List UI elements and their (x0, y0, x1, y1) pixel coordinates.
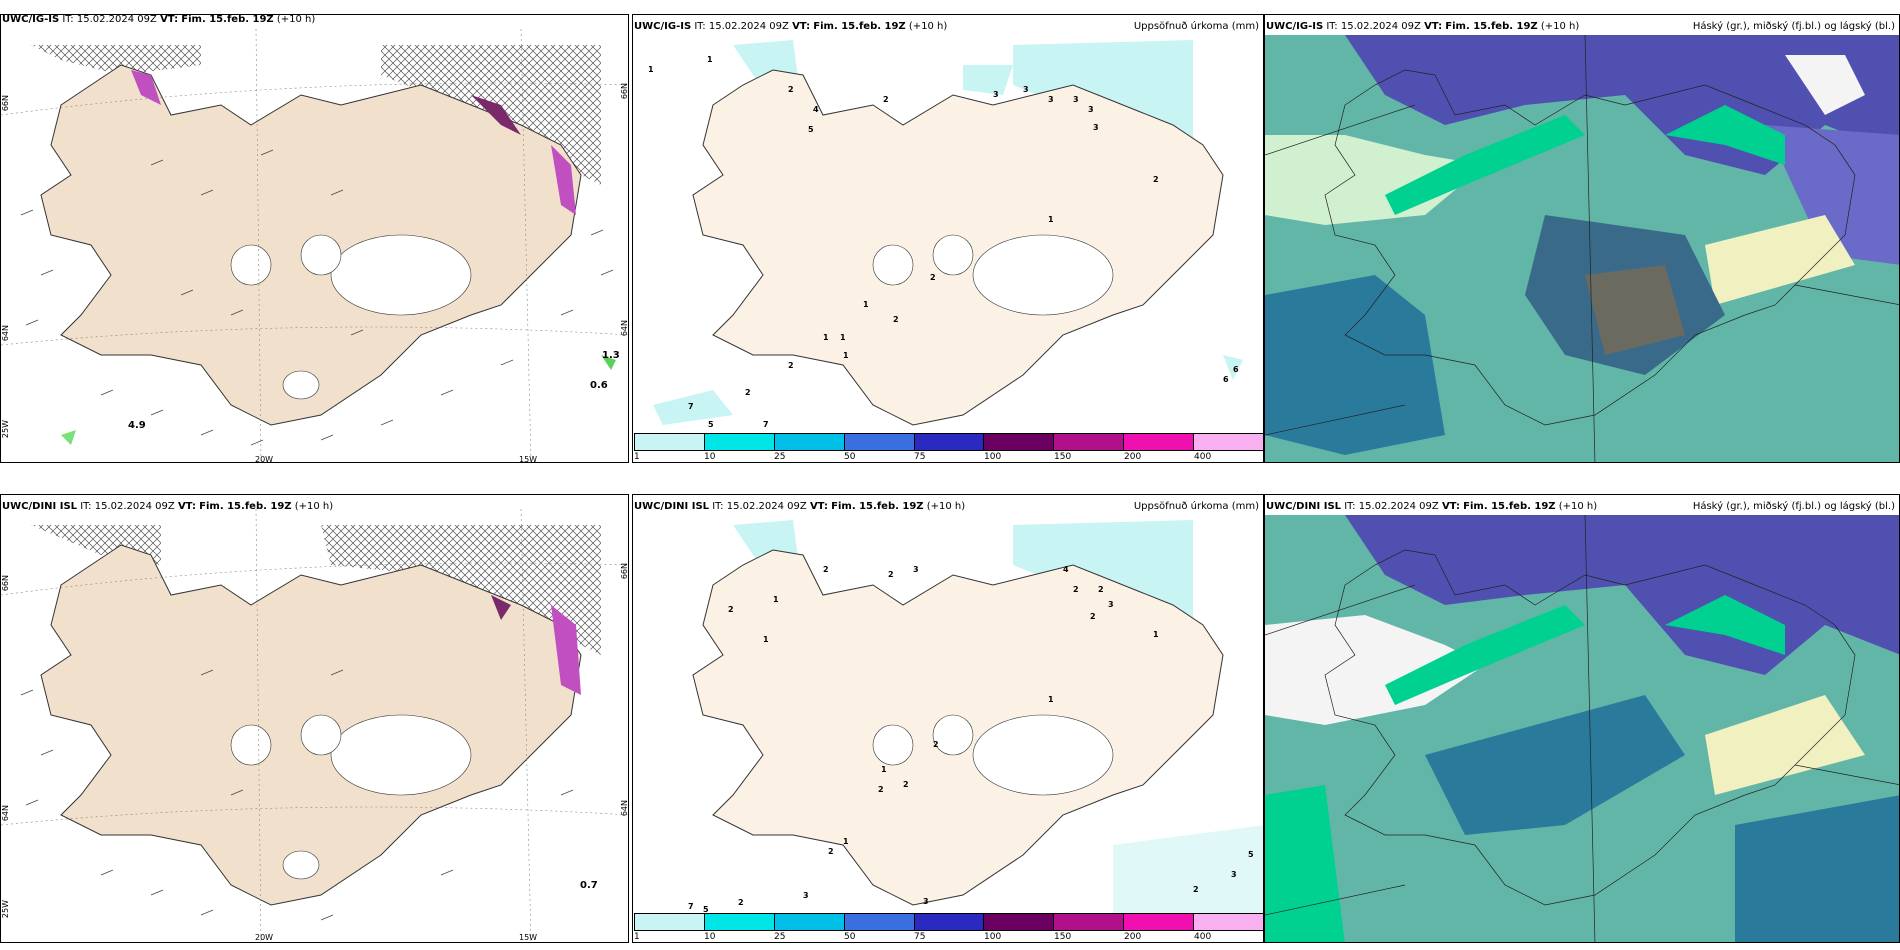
colorbar-swatch (1124, 434, 1195, 450)
panel-header: UWC/IG-IS IT: 15.02.2024 09Z VT: Fim. 15… (1266, 21, 1580, 33)
colorbar-swatch (1124, 914, 1195, 930)
lat-label: 25W (1, 420, 10, 439)
wind-map (1, 28, 628, 462)
cloud-map (1265, 514, 1899, 942)
colorbar-swatch (635, 434, 705, 450)
glacier (230, 244, 272, 286)
lat-label: 25W (1, 900, 10, 919)
cloud-map-panel-bottom: UWC/DINI ISL IT: 15.02.2024 09Z VT: Fim.… (1264, 494, 1900, 943)
cloud-map (1265, 34, 1899, 462)
lon-label: 15W (519, 455, 538, 463)
glacier (932, 234, 974, 276)
precip-map-panel-bottom: UWC/DINI ISL IT: 15.02.2024 09Z VT: Fim.… (632, 494, 1264, 943)
glacier (330, 234, 472, 316)
glacier (282, 850, 320, 880)
lat-label: 66N (1, 575, 10, 592)
precip-map-panel-top: UWC/IG-IS IT: 15.02.2024 09Z VT: Fim. 15… (632, 14, 1264, 463)
panel-header: UWC/IG-IS IT: 15.02.2024 09Z VT: Fim. 15… (2, 14, 316, 25)
colorbar-swatch (984, 914, 1055, 930)
glacier (300, 234, 342, 276)
colorbar-swatch (914, 914, 985, 930)
lon-label: 20W (255, 455, 274, 463)
panel-title: Uppsöfnuð úrkoma (mm) (1133, 21, 1259, 32)
colorbar-swatch (704, 434, 775, 450)
panel-title: Uppsöfnuð úrkoma (mm) (1133, 501, 1259, 512)
lat-label: 66N (1, 95, 10, 112)
colorbar-swatch (1194, 434, 1263, 450)
wind-map-panel-bottom: UWC/DINI ISL IT: 15.02.2024 09Z VT: Fim.… (0, 494, 629, 943)
wind-value-label: 0.7 (580, 880, 598, 891)
precip-map (653, 40, 1243, 426)
glacier (972, 714, 1114, 796)
wind-value-label: 0.6 (590, 380, 608, 391)
wind-map (1, 508, 628, 942)
colorbar-swatch (1054, 914, 1125, 930)
colorbar-swatch (635, 914, 705, 930)
colorbar-swatch (844, 434, 915, 450)
colorbar-swatch (914, 434, 985, 450)
panel-header: UWC/DINI ISL IT: 15.02.2024 09Z VT: Fim.… (2, 501, 334, 512)
glacier (230, 724, 272, 766)
wind-map-panel-top: UWC/IG-IS IT: 15.02.2024 09Z VT: Fim. 15… (0, 14, 629, 463)
colorbar-swatch (704, 914, 775, 930)
glacier (972, 234, 1114, 316)
lat-label: 64N (1, 325, 10, 342)
glacier (330, 714, 472, 796)
wind-value-label: 4.9 (128, 420, 146, 431)
panel-title: Háský (gr.), miðský (fj.bl.) og lágský (… (1692, 21, 1895, 33)
colorbar-ticks: 1 10 25 50 75 100 150 200 400 (634, 932, 1212, 942)
colorbar (634, 913, 1263, 931)
lat-label-right: 66N (620, 83, 629, 100)
panel-header: UWC/DINI ISL IT: 15.02.2024 09Z VT: Fim.… (634, 501, 966, 512)
colorbar-swatch (984, 434, 1055, 450)
colorbar-ticks: 1 10 25 50 75 100 150 200 400 (634, 452, 1212, 462)
panel-title: Háský (gr.), miðský (fj.bl.) og lágský (… (1692, 501, 1895, 513)
glacier (300, 714, 342, 756)
glacier (282, 370, 320, 400)
lat-label-right: 64N (620, 800, 629, 817)
lat-label-right: 66N (620, 563, 629, 580)
glacier (872, 724, 914, 766)
lon-label: 15W (519, 933, 538, 942)
colorbar-swatch (774, 914, 845, 930)
colorbar (634, 433, 1263, 451)
colorbar-swatch (844, 914, 915, 930)
panel-header: UWC/DINI ISL IT: 15.02.2024 09Z VT: Fim.… (1266, 501, 1598, 513)
panel-header: UWC/IG-IS IT: 15.02.2024 09Z VT: Fim. 15… (634, 21, 948, 32)
lon-label: 20W (255, 933, 274, 942)
colorbar-swatch (1054, 434, 1125, 450)
wind-value-label: 1.3 (602, 350, 620, 361)
glacier (872, 244, 914, 286)
cloud-map-panel-top: UWC/IG-IS IT: 15.02.2024 09Z VT: Fim. 15… (1264, 14, 1900, 463)
precip-map (692, 520, 1263, 915)
colorbar-swatch (1194, 914, 1263, 930)
glacier (932, 714, 974, 756)
lat-label: 64N (1, 805, 10, 822)
colorbar-swatch (774, 434, 845, 450)
lat-label-right: 64N (620, 320, 629, 337)
